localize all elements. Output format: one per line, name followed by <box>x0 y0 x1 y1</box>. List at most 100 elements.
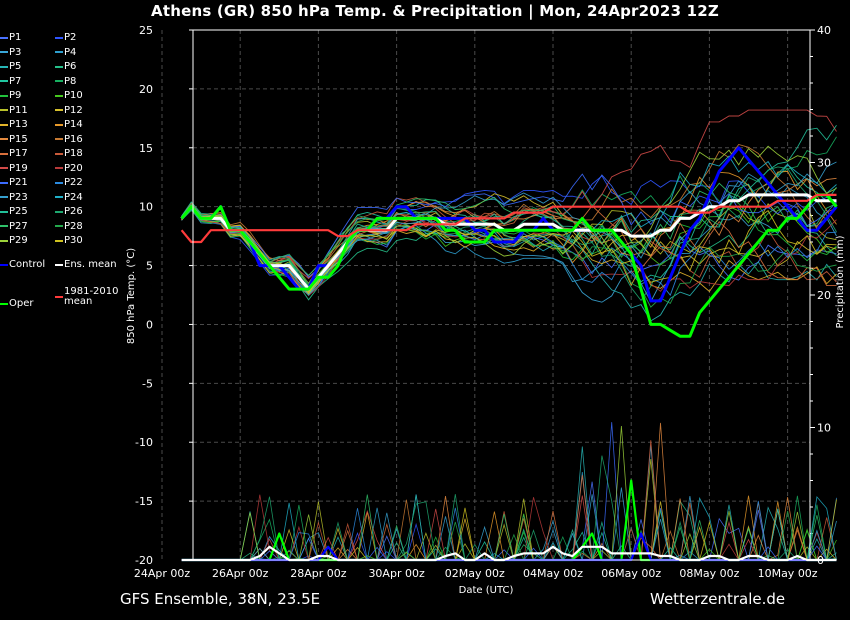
legend-item-p30: P30 <box>55 235 83 246</box>
legend-label: Ens. mean <box>64 259 117 270</box>
ensemble-member-line <box>181 193 837 295</box>
legend-item-p28: P28 <box>55 221 83 232</box>
legend-swatch <box>55 65 63 68</box>
grid <box>161 29 815 561</box>
legend-item-p2: P2 <box>55 32 76 43</box>
legend-item-p5: P5 <box>0 61 21 72</box>
legend-swatch <box>0 123 8 126</box>
legend-item-p15: P15 <box>0 134 28 145</box>
ensemble-member-line <box>181 155 837 296</box>
legend-item-p12: P12 <box>55 105 83 116</box>
plot-frame <box>192 29 811 561</box>
legend-swatch <box>55 138 63 140</box>
legend-item-p22: P22 <box>55 177 83 188</box>
ensemble-member-precip <box>181 494 837 561</box>
legend-swatch <box>55 152 63 155</box>
legend-item-p29: P29 <box>0 235 28 246</box>
legend-item-control: Control <box>0 259 45 270</box>
ensemble-member-precip <box>181 495 837 561</box>
legend-swatch <box>0 80 8 82</box>
legend-label: P25 <box>9 206 28 217</box>
legend-label: Oper <box>9 298 34 309</box>
legend-item-p14: P14 <box>55 119 83 130</box>
legend-swatch <box>55 225 63 227</box>
legend-label: P5 <box>9 61 22 72</box>
legend-item-p19: P19 <box>0 163 28 174</box>
legend-swatch <box>0 138 8 140</box>
legend-label: P17 <box>9 148 28 159</box>
legend-swatch <box>55 296 63 298</box>
legend-item-p10: P10 <box>55 90 83 101</box>
y-axis-label: 850 hPa Temp. (°C) <box>126 248 137 344</box>
y-tick-label: 15 <box>139 142 153 155</box>
y-axis-ticks: 25 20 15 10 5 0 -5 -10 -15 -20 <box>135 24 153 567</box>
legend-swatch <box>55 239 63 242</box>
legend-item-p11: P11 <box>0 105 28 116</box>
legend-swatch <box>0 167 8 169</box>
legend-label: P28 <box>64 220 83 232</box>
x-tick-label: 30Apr 00z <box>368 567 425 580</box>
legend-label: P4 <box>64 46 77 58</box>
y2-tick-label: 30 <box>817 157 831 170</box>
ensemble-member-line <box>181 124 837 288</box>
legend-label: P10 <box>64 90 83 101</box>
legend-swatch <box>55 167 63 169</box>
legend-swatch <box>55 210 63 213</box>
series-line-control <box>180 146 838 303</box>
legend-swatch <box>0 196 8 198</box>
legend-item-p18: P18 <box>55 148 83 159</box>
y-tick-label: 5 <box>146 260 153 273</box>
legend-label: P2 <box>64 32 77 43</box>
legend-item-p3: P3 <box>0 47 21 58</box>
ensemble-member-line <box>181 109 837 280</box>
legend-item-p8: P8 <box>55 76 76 87</box>
ensemble-member-precip <box>181 425 837 561</box>
legend-item-ens-mean: Ens. mean <box>55 259 117 270</box>
legend-swatch <box>55 94 63 97</box>
x-tick-label: 04May 00z <box>523 567 583 580</box>
legend-item-1981-2010-mean: 1981-2010 mean <box>55 287 130 307</box>
legend-label: P15 <box>9 133 28 145</box>
legend-label: P11 <box>9 104 28 116</box>
y-tick-label: -15 <box>135 495 153 508</box>
series-line-oper <box>180 193 838 338</box>
ensemble-member-precip <box>181 422 837 561</box>
ensemble-member-precip <box>181 458 837 561</box>
y2-axis-label: Precipitation (mm) <box>835 235 846 328</box>
legend-label: P21 <box>9 177 28 188</box>
legend-label: P12 <box>64 104 83 116</box>
legend-label: P27 <box>9 220 28 232</box>
y-tick-label: -20 <box>135 554 153 567</box>
legend-label: P23 <box>9 191 28 203</box>
legend-swatch <box>0 181 8 184</box>
legend-label: P26 <box>64 206 83 217</box>
footer-source: Wetterzentrale.de <box>650 590 786 608</box>
legend-label: P14 <box>64 119 83 130</box>
legend-label: P24 <box>64 191 83 203</box>
ensemble-member-precip <box>181 422 837 561</box>
legend-label: P13 <box>9 119 28 130</box>
ensemble-member-precip <box>181 455 837 562</box>
legend-swatch <box>55 109 63 111</box>
y2-tick-label: 40 <box>817 24 831 37</box>
y2-axis-ticks: 40 30 20 10 0 <box>817 24 831 567</box>
y-tick-label: 25 <box>139 24 153 37</box>
legend-label: P19 <box>9 162 28 174</box>
legend-label: P8 <box>64 75 77 87</box>
legend-item-p27: P27 <box>0 221 28 232</box>
series-line-1981-2010-mean <box>180 193 837 244</box>
legend-item-p6: P6 <box>55 61 76 72</box>
y2-tick-label: 0 <box>817 554 824 567</box>
legend: P1 P2 P3 P4 P5 P6 P7 P8 P9 P10 P11 P12 P13 P14 P15 P16 P… <box>0 32 130 322</box>
legend-item-p24: P24 <box>55 192 83 203</box>
x-tick-label: 06May 00z <box>601 567 661 580</box>
legend-label: P1 <box>9 32 22 43</box>
x-axis-label: Date (UTC) <box>459 585 514 596</box>
legend-swatch <box>0 36 8 39</box>
y-tick-label: 20 <box>139 83 153 96</box>
x-tick-label: 28Apr 00z <box>290 567 347 580</box>
legend-swatch <box>0 210 8 213</box>
legend-swatch <box>55 51 63 53</box>
legend-item-p20: P20 <box>55 163 83 174</box>
